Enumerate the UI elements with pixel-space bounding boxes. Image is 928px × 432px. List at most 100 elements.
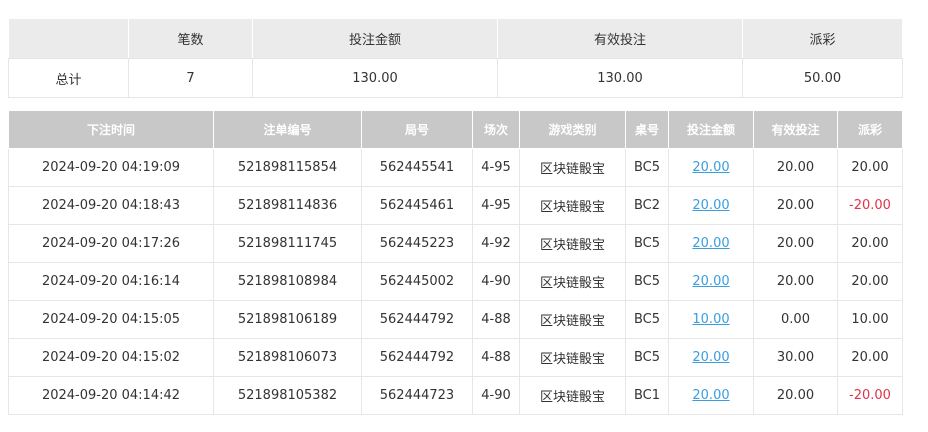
cell-game-type: 区块链骰宝 <box>519 338 626 377</box>
cell-table-no: BC2 <box>625 186 669 225</box>
bet-amount-link[interactable]: 20.00 <box>692 198 730 213</box>
cell-round-id: 562445461 <box>361 186 473 225</box>
cell-valid-bet: 20.00 <box>753 224 838 263</box>
cell-payout: 20.00 <box>837 262 903 301</box>
header-bet-time: 下注时间 <box>8 110 214 149</box>
summary-count: 7 <box>128 58 253 98</box>
cell-session: 4-95 <box>472 148 520 187</box>
header-bet-id: 注单编号 <box>213 110 362 149</box>
header-valid-bet: 有效投注 <box>753 110 838 149</box>
cell-table-no: BC5 <box>625 224 669 263</box>
cell-valid-bet: 20.00 <box>753 186 838 225</box>
cell-round-id: 562445002 <box>361 262 473 301</box>
table-row: 2024-09-20 04:16:14 521898108984 562445002… <box>8 262 903 301</box>
header-payout: 派彩 <box>837 110 903 149</box>
table-row: 2024-09-20 04:14:42 521898105382 562444723… <box>8 376 903 415</box>
cell-game-type: 区块链骰宝 <box>519 148 626 187</box>
bet-amount-link[interactable]: 20.00 <box>692 350 730 365</box>
cell-game-type: 区块链骰宝 <box>519 186 626 225</box>
cell-bet-amount: 20.00 <box>668 262 754 301</box>
table-row: 2024-09-20 04:15:05 521898106189 562444792… <box>8 300 903 339</box>
cell-bet-id: 521898115854 <box>213 148 362 187</box>
cell-game-type: 区块链骰宝 <box>519 300 626 339</box>
cell-session: 4-88 <box>472 300 520 339</box>
summary-total-row: 总计 7 130.00 130.00 50.00 <box>8 58 903 98</box>
cell-session: 4-90 <box>472 376 520 415</box>
cell-valid-bet: 20.00 <box>753 148 838 187</box>
summary-header-count: 笔数 <box>128 18 253 59</box>
header-game-type: 游戏类别 <box>519 110 626 149</box>
cell-round-id: 562445541 <box>361 148 473 187</box>
cell-bet-time: 2024-09-20 04:17:26 <box>8 224 214 263</box>
cell-valid-bet: 20.00 <box>753 262 838 301</box>
cell-table-no: BC5 <box>625 300 669 339</box>
cell-bet-amount: 10.00 <box>668 300 754 339</box>
details-header-row: 下注时间 注单编号 局号 场次 游戏类别 桌号 投注金额 有效投注 派彩 <box>8 110 903 149</box>
cell-bet-id: 521898114836 <box>213 186 362 225</box>
summary-header-bet-amount: 投注金额 <box>252 18 498 59</box>
header-session: 场次 <box>472 110 520 149</box>
cell-bet-id: 521898105382 <box>213 376 362 415</box>
summary-total-label: 总计 <box>8 58 129 98</box>
cell-payout: 20.00 <box>837 148 903 187</box>
summary-table: 笔数 投注金额 有效投注 派彩 总计 7 130.00 130.00 50.00 <box>8 18 903 98</box>
cell-payout: 20.00 <box>837 338 903 377</box>
summary-payout: 50.00 <box>742 58 903 98</box>
summary-header-valid-bet: 有效投注 <box>497 18 743 59</box>
cell-bet-time: 2024-09-20 04:19:09 <box>8 148 214 187</box>
header-round-id: 局号 <box>361 110 473 149</box>
cell-payout: -20.00 <box>837 186 903 225</box>
cell-bet-amount: 20.00 <box>668 376 754 415</box>
summary-header-payout: 派彩 <box>742 18 903 59</box>
cell-bet-time: 2024-09-20 04:18:43 <box>8 186 214 225</box>
summary-valid-bet: 130.00 <box>497 58 743 98</box>
cell-valid-bet: 0.00 <box>753 300 838 339</box>
cell-bet-amount: 20.00 <box>668 148 754 187</box>
cell-payout: 20.00 <box>837 224 903 263</box>
cell-bet-id: 521898111745 <box>213 224 362 263</box>
cell-game-type: 区块链骰宝 <box>519 376 626 415</box>
cell-session: 4-88 <box>472 338 520 377</box>
table-row: 2024-09-20 04:15:02 521898106073 562444792… <box>8 338 903 377</box>
bet-amount-link[interactable]: 20.00 <box>692 236 730 251</box>
cell-valid-bet: 20.00 <box>753 376 838 415</box>
cell-bet-amount: 20.00 <box>668 186 754 225</box>
cell-bet-time: 2024-09-20 04:15:05 <box>8 300 214 339</box>
cell-round-id: 562444792 <box>361 338 473 377</box>
cell-table-no: BC5 <box>625 338 669 377</box>
cell-session: 4-90 <box>472 262 520 301</box>
cell-bet-id: 521898106189 <box>213 300 362 339</box>
cell-round-id: 562444723 <box>361 376 473 415</box>
cell-table-no: BC5 <box>625 148 669 187</box>
cell-table-no: BC5 <box>625 262 669 301</box>
bet-amount-link[interactable]: 20.00 <box>692 274 730 289</box>
table-row: 2024-09-20 04:18:43 521898114836 562445461… <box>8 186 903 225</box>
table-row: 2024-09-20 04:19:09 521898115854 562445541… <box>8 148 903 187</box>
table-row: 2024-09-20 04:17:26 521898111745 562445223… <box>8 224 903 263</box>
summary-header-blank <box>8 18 129 59</box>
bet-amount-link[interactable]: 10.00 <box>692 312 730 327</box>
cell-session: 4-95 <box>472 186 520 225</box>
summary-header-row: 笔数 投注金额 有效投注 派彩 <box>8 18 903 59</box>
header-bet-amount: 投注金额 <box>668 110 754 149</box>
cell-bet-id: 521898108984 <box>213 262 362 301</box>
header-table-no: 桌号 <box>625 110 669 149</box>
bet-amount-link[interactable]: 20.00 <box>692 388 730 403</box>
summary-bet-amount: 130.00 <box>252 58 498 98</box>
cell-bet-time: 2024-09-20 04:15:02 <box>8 338 214 377</box>
cell-bet-time: 2024-09-20 04:14:42 <box>8 376 214 415</box>
cell-game-type: 区块链骰宝 <box>519 262 626 301</box>
bet-amount-link[interactable]: 20.00 <box>692 160 730 175</box>
bet-details-table: 下注时间 注单编号 局号 场次 游戏类别 桌号 投注金额 有效投注 派彩 2024-09-20 … <box>8 110 903 415</box>
cell-valid-bet: 30.00 <box>753 338 838 377</box>
cell-payout: 10.00 <box>837 300 903 339</box>
cell-game-type: 区块链骰宝 <box>519 224 626 263</box>
cell-round-id: 562445223 <box>361 224 473 263</box>
cell-bet-id: 521898106073 <box>213 338 362 377</box>
cell-bet-time: 2024-09-20 04:16:14 <box>8 262 214 301</box>
cell-bet-amount: 20.00 <box>668 338 754 377</box>
cell-table-no: BC1 <box>625 376 669 415</box>
cell-session: 4-92 <box>472 224 520 263</box>
cell-bet-amount: 20.00 <box>668 224 754 263</box>
cell-round-id: 562444792 <box>361 300 473 339</box>
